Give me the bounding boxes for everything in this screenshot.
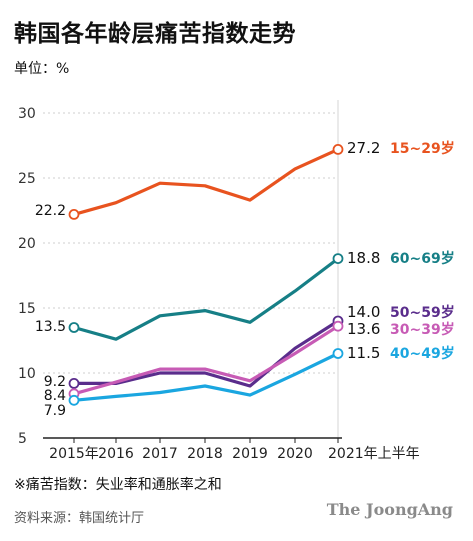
- start-value-label: 9.2: [44, 374, 66, 390]
- data-point: [68, 208, 80, 220]
- data-point: [332, 253, 344, 265]
- data-point: [68, 394, 80, 406]
- legend-label: 15~29岁: [390, 140, 455, 157]
- x-tick-label: 2019: [232, 446, 268, 462]
- x-tick-label: 2021年上半年: [328, 446, 420, 462]
- start-value-label: 22.2: [35, 203, 66, 219]
- data-point: [68, 322, 80, 333]
- series-line: [74, 319, 339, 388]
- footnote: ※痛苦指数：失业率和通胀率之和: [14, 477, 222, 493]
- series-line: [73, 147, 339, 216]
- series-line: [73, 324, 339, 396]
- brand-logo: The JoongAng: [326, 500, 453, 519]
- end-value-label: 13.6: [347, 320, 380, 338]
- x-tick-label: 2015年: [49, 446, 99, 462]
- end-value-label: 27.2: [347, 139, 380, 157]
- data-point: [332, 348, 344, 359]
- x-tick-label: 2020: [277, 446, 313, 462]
- series-line: [73, 257, 339, 341]
- y-tick-label: 10: [18, 366, 36, 382]
- start-value-label: 7.9: [44, 403, 66, 419]
- y-tick-label: 30: [18, 106, 36, 122]
- end-value-label: 11.5: [347, 344, 380, 362]
- x-tick-label: 2018: [187, 446, 223, 462]
- x-tick-label: 2017: [142, 446, 178, 462]
- legend-label: 50~59岁: [390, 304, 455, 321]
- end-value-label: 18.8: [347, 249, 380, 267]
- y-tick-label: 25: [18, 171, 36, 187]
- y-tick-label: 5: [18, 431, 27, 447]
- end-value-label: 14.0: [347, 303, 380, 321]
- series-line: [73, 352, 339, 402]
- chart-title: 韩国各年龄层痛苦指数走势: [14, 21, 296, 47]
- data-point: [332, 320, 344, 332]
- source-note: 资料来源：韩国统计厅: [14, 511, 145, 526]
- data-point: [332, 143, 344, 155]
- legend-label: 30~39岁: [390, 321, 455, 338]
- unit-label: 单位：%: [14, 61, 70, 77]
- y-tick-label: 15: [18, 301, 36, 317]
- y-tick-label: 20: [18, 236, 36, 252]
- start-value-label: 8.4: [44, 388, 66, 404]
- x-tick-label: 2016: [98, 446, 134, 462]
- data-point: [68, 377, 80, 389]
- legend-label: 40~49岁: [390, 345, 455, 362]
- line-chart: 5 10 15 20 25 30 2015年 2016 2017 2018 2019 2020 2021…: [18, 100, 455, 462]
- start-value-label: 13.5: [35, 319, 66, 335]
- legend-label: 60~69岁: [390, 250, 455, 267]
